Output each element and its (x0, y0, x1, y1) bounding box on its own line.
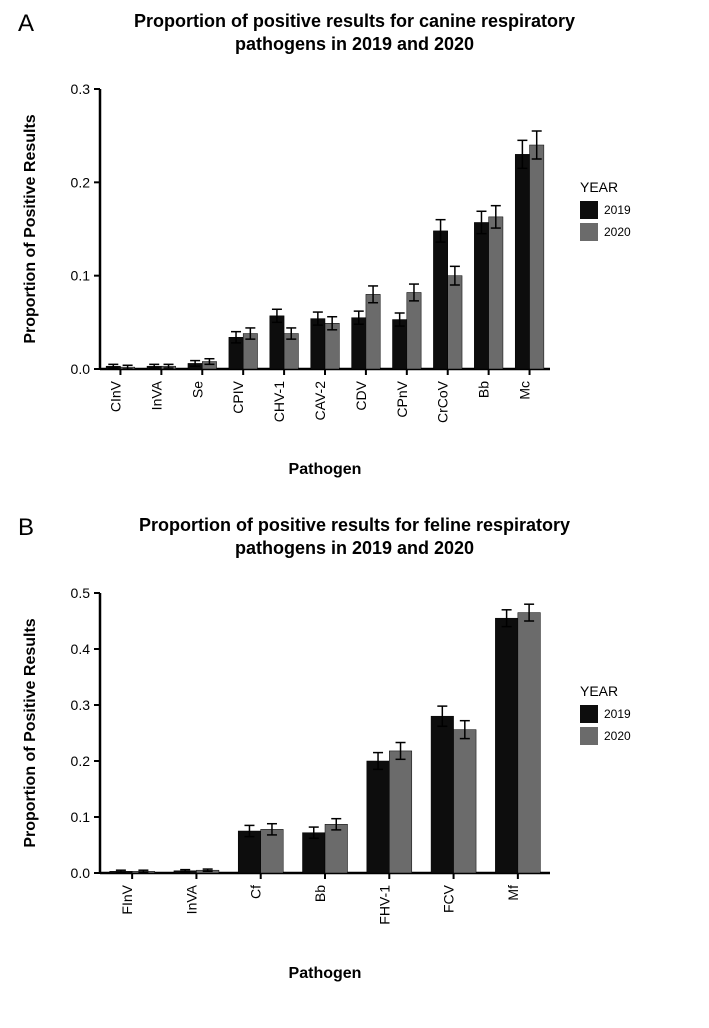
panel-a-chart-wrap: 0.0 0.1 0.2 0.3 CInV InVA Se CPIV CHV-1 CAV-2 CDV C… (10, 59, 699, 494)
panel-b: B Proportion of positive results for fel… (10, 514, 699, 998)
x-axis-label: Pathogen (289, 965, 362, 982)
bar-2019 (431, 716, 454, 873)
bar-2019 (495, 618, 518, 873)
x-tick-label: FCV (441, 884, 457, 913)
panel-a: A Proportion of positive results for can… (10, 10, 699, 494)
panel-a-label: A (18, 10, 34, 38)
bar-2020 (407, 292, 421, 369)
x-tick-label: CPnV (394, 380, 410, 417)
legend-swatch (580, 727, 598, 745)
panel-a-chart: 0.0 0.1 0.2 0.3 CInV InVA Se CPIV CHV-1 CAV-2 CDV C… (10, 59, 570, 489)
y-tick-label: 0.3 (71, 81, 91, 97)
x-axis-label: Pathogen (289, 461, 362, 478)
bar-2020 (448, 276, 462, 369)
y-tick-label: 0.2 (71, 753, 91, 769)
panel-b-label: B (18, 514, 34, 542)
y-tick-label: 0.1 (71, 809, 91, 825)
bar-2019 (367, 761, 390, 873)
legend-item-2019: 2019 (580, 705, 631, 723)
panel-b-title-line1: Proportion of positive results for felin… (139, 515, 570, 535)
bar-2020 (325, 824, 348, 873)
panel-b-legend-items: 2019 2020 (580, 705, 631, 745)
bar-2019 (270, 316, 284, 369)
legend-swatch (580, 201, 598, 219)
legend-item-2019: 2019 (580, 201, 631, 219)
x-tick-label: InVA (183, 884, 199, 914)
panel-b-title-line2: pathogens in 2019 and 2020 (235, 538, 474, 558)
x-tick-label: InVA (148, 380, 164, 410)
x-tick-label: Se (189, 381, 205, 398)
bar-2020 (389, 751, 412, 873)
bar-2019 (311, 319, 325, 369)
panel-b-chart-wrap: 0.0 0.1 0.2 0.3 0.4 0.5 FInV InVA Cf Bb FHV-1 FCV Mf… (10, 563, 699, 998)
bar-2019 (352, 318, 366, 369)
y-tick-label: 0.0 (71, 865, 91, 881)
x-tick-label: Bb (312, 885, 328, 902)
bar-2020 (518, 613, 541, 873)
y-axis-label: Proportion of Positive Results (22, 618, 39, 847)
x-tick-label: Mf (505, 885, 521, 901)
bar-2020 (261, 829, 284, 873)
bar-2019 (433, 231, 447, 369)
bar-2020 (366, 294, 380, 369)
y-tick-label: 0.3 (71, 697, 91, 713)
panel-a-legend: YEAR 2019 2020 (580, 179, 631, 245)
panel-b-chart: 0.0 0.1 0.2 0.3 0.4 0.5 FInV InVA Cf Bb FHV-1 FCV Mf… (10, 563, 570, 993)
legend-label: 2020 (604, 729, 631, 743)
legend-item-2020: 2020 (580, 223, 631, 241)
legend-label: 2019 (604, 203, 631, 217)
x-tick-label: Mc (517, 381, 533, 400)
y-axis-label: Proportion of Positive Results (22, 114, 39, 343)
x-tick-label: CHV-1 (271, 381, 287, 422)
bar-2019 (474, 222, 488, 369)
legend-swatch (580, 223, 598, 241)
y-tick-label: 0.0 (71, 361, 91, 377)
panel-a-svg-wrap: 0.0 0.1 0.2 0.3 CInV InVA Se CPIV CHV-1 CAV-2 CDV C… (10, 59, 570, 494)
panel-a-title-line2: pathogens in 2019 and 2020 (235, 34, 474, 54)
y-tick-label: 0.1 (71, 268, 91, 284)
x-tick-label: CDV (353, 380, 369, 410)
x-tick-label: FInV (119, 884, 135, 914)
panel-b-title: Proportion of positive results for felin… (115, 514, 595, 559)
bar-2020 (489, 217, 503, 369)
bar-2019 (515, 154, 529, 369)
panel-a-title-line1: Proportion of positive results for canin… (134, 11, 575, 31)
bar-2020 (530, 145, 544, 369)
legend-item-2020: 2020 (580, 727, 631, 745)
legend-label: 2019 (604, 707, 631, 721)
x-tick-label: Bb (476, 381, 492, 398)
x-tick-label: CInV (107, 380, 123, 412)
x-tick-label: CPIV (230, 380, 246, 413)
panel-b-legend-title: YEAR (580, 683, 631, 699)
y-tick-label: 0.5 (71, 585, 91, 601)
x-tick-label: FHV-1 (376, 885, 392, 925)
y-tick-label: 0.2 (71, 174, 91, 190)
x-tick-label: Cf (248, 885, 264, 899)
legend-label: 2020 (604, 225, 631, 239)
legend-swatch (580, 705, 598, 723)
x-tick-label: CrCoV (435, 380, 451, 423)
panel-b-legend: YEAR 2019 2020 (580, 683, 631, 749)
bar-2019 (393, 320, 407, 369)
y-tick-label: 0.4 (71, 641, 91, 657)
panel-b-svg-wrap: 0.0 0.1 0.2 0.3 0.4 0.5 FInV InVA Cf Bb FHV-1 FCV Mf… (10, 563, 570, 998)
bar-2020 (454, 730, 477, 873)
panel-a-title: Proportion of positive results for canin… (115, 10, 595, 55)
panel-a-legend-items: 2019 2020 (580, 201, 631, 241)
x-tick-label: CAV-2 (312, 381, 328, 421)
panel-a-legend-title: YEAR (580, 179, 631, 195)
